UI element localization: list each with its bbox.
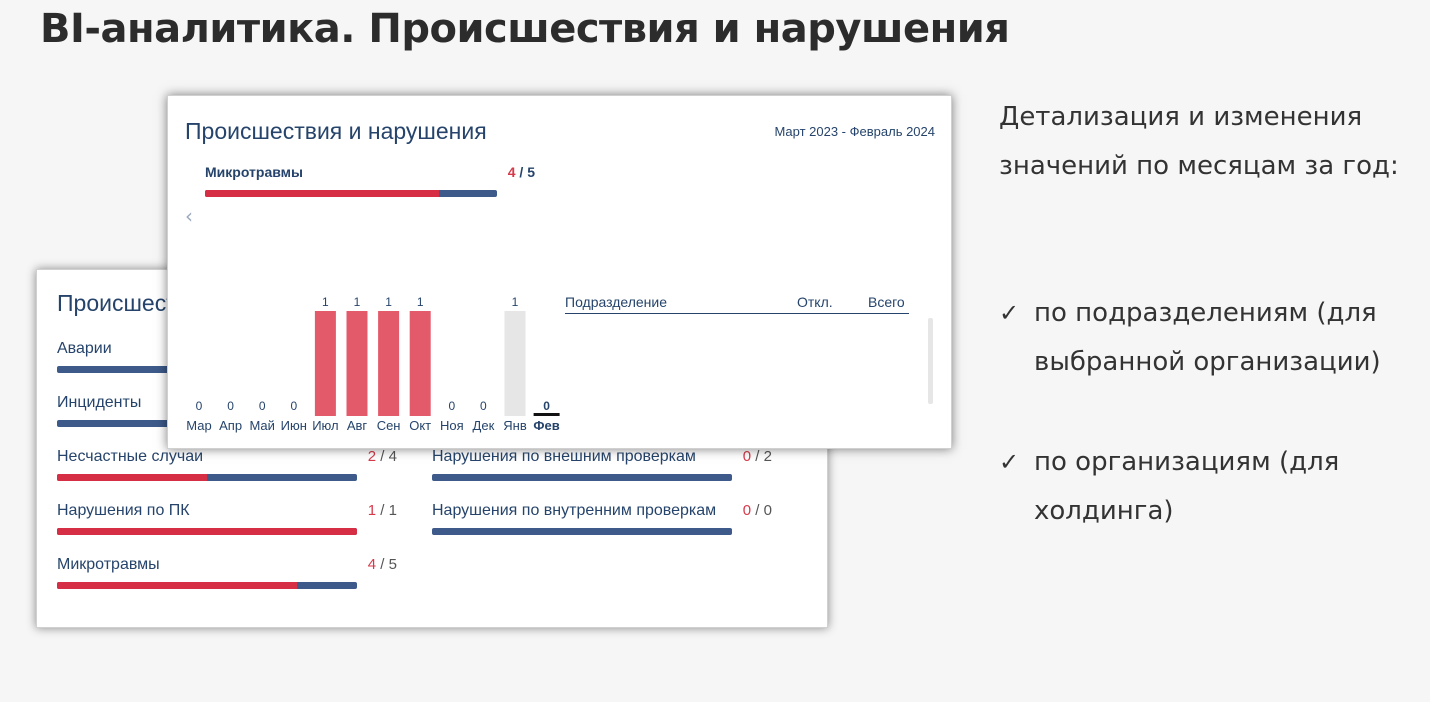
metric-label: Инциденты — [57, 394, 142, 411]
tick-label-Ноя[interactable]: Ноя — [440, 418, 464, 433]
metric-fire-safety-violations[interactable]: Нарушения по ПК 1 / 1 — [57, 502, 397, 546]
tick-label-Дек[interactable]: Дек — [473, 418, 495, 433]
selected-month-marker — [533, 413, 560, 416]
tick-label-Сен[interactable]: Сен — [377, 418, 401, 433]
tick-label-Авг[interactable]: Авг — [347, 418, 368, 433]
bar-Окт[interactable] — [409, 311, 431, 416]
column-header-department[interactable]: Подразделение — [565, 294, 668, 310]
metric-label: Нарушения по внешним проверкам — [432, 448, 696, 465]
metric-label: Аварии — [57, 340, 112, 357]
metric-microtraumas[interactable]: Микротравмы 4 / 5 — [57, 556, 397, 600]
metric-value: 4 / 5 — [367, 556, 397, 573]
selected-metric-label: Микротравмы — [205, 164, 303, 180]
column-header-total[interactable]: Всего — [868, 294, 905, 310]
bullet-text: по подразделениям (для выбранной организ… — [1034, 298, 1381, 377]
metric-value: 0 / 0 — [742, 502, 772, 519]
monthly-bar-chart: 0 Мар 0 Апр 0 Май 0 Июн 1 Июл 1 Авг 1 Сен 1 Окт 0 Ноя 0 Дек… — [186, 295, 560, 433]
tick-label-Янв[interactable]: Янв — [503, 418, 527, 433]
detail-card: Происшествия и нарушения Март 2023 - Фев… — [167, 95, 952, 449]
selected-metric-value: 4 / 5 — [507, 164, 535, 180]
column-header-deviation[interactable]: Откл. — [797, 294, 833, 310]
data-label-Окт: 1 — [417, 295, 424, 309]
back-arrow-icon[interactable]: ‹ — [185, 204, 193, 228]
metric-value: 1 / 1 — [367, 502, 397, 519]
metric-progress-bar — [432, 474, 732, 481]
data-label-Июн: 0 — [290, 399, 297, 413]
bullet-text: по организациям (для холдинга) — [1034, 447, 1340, 526]
metric-value: 2 / 4 — [367, 448, 397, 465]
bar-Июл[interactable] — [314, 311, 336, 416]
period-label: Март 2023 - Февраль 2024 — [774, 124, 935, 139]
metric-external-audit-violations[interactable]: Нарушения по внешним проверкам 0 / 2 — [432, 448, 772, 492]
data-label-Ноя: 0 — [448, 399, 455, 413]
data-label-Июл: 1 — [322, 295, 329, 309]
metric-progress-bar — [432, 528, 732, 535]
data-label-Май: 0 — [259, 399, 266, 413]
detail-card-title: Происшествия и нарушения — [185, 118, 487, 144]
checkmark-icon: ✓ — [999, 299, 1020, 327]
data-label-Дек: 0 — [480, 399, 487, 413]
metric-progress-bar — [57, 474, 357, 481]
department-table: Подразделение Откл. Всего — [565, 294, 933, 404]
bar-Янв[interactable] — [504, 311, 526, 416]
data-label-Мар: 0 — [196, 399, 203, 413]
metric-accidents-injury[interactable]: Несчастные случаи 2 / 4 — [57, 448, 397, 492]
checkmark-icon: ✓ — [999, 448, 1020, 476]
metric-value: 0 / 2 — [742, 448, 772, 465]
data-label-Авг: 1 — [354, 295, 361, 309]
metric-internal-audit-violations[interactable]: Нарушения по внутренним проверкам 0 / 0 — [432, 502, 772, 546]
metric-label: Нарушения по внутренним проверкам — [432, 502, 717, 519]
metric-label: Микротравмы — [57, 556, 160, 573]
metric-label: Нарушения по ПК — [57, 502, 190, 519]
tick-label-Апр[interactable]: Апр — [219, 418, 242, 433]
metric-progress-bar — [57, 528, 357, 535]
table-header-divider — [565, 313, 909, 314]
tick-label-Май[interactable]: Май — [249, 418, 274, 433]
tick-label-Окт[interactable]: Окт — [409, 418, 431, 433]
data-label-Сен: 1 — [385, 295, 392, 309]
metric-progress-bar — [57, 582, 357, 589]
description-text: Детализация и изменения значений по меся… — [999, 102, 1399, 181]
data-label-Фев: 0 — [543, 399, 550, 413]
bar-Авг[interactable] — [346, 311, 368, 416]
table-scrollbar[interactable] — [928, 318, 933, 404]
tick-label-Фев[interactable]: Фев — [533, 418, 559, 433]
bar-Сен[interactable] — [378, 311, 400, 416]
tick-label-Июн[interactable]: Июн — [281, 418, 307, 433]
selected-metric[interactable]: Микротравмы 4 / 5 — [205, 164, 535, 204]
data-label-Апр: 0 — [227, 399, 234, 413]
metric-label: Несчастные случаи — [57, 448, 204, 465]
slide-title: BI-аналитика. Происшествия и нарушения — [40, 6, 1010, 52]
tick-label-Мар[interactable]: Мар — [186, 418, 211, 433]
data-label-Янв: 1 — [512, 295, 519, 309]
selected-metric-progress-bar — [205, 190, 497, 197]
tick-label-Июл[interactable]: Июл — [312, 418, 338, 433]
